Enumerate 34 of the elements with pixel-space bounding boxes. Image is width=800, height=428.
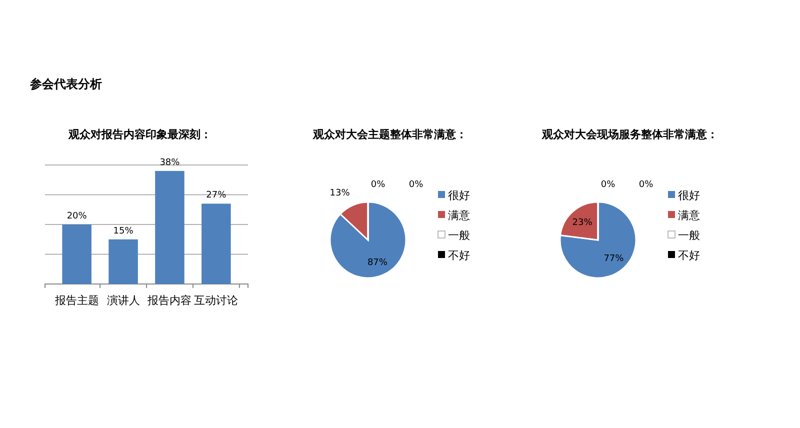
pie-slice: [559, 201, 637, 279]
bar: [62, 224, 92, 284]
bar: [202, 204, 231, 284]
text: 0%: [408, 180, 424, 190]
legend-label: 满意: [678, 209, 700, 222]
data-label: 15%: [113, 226, 134, 236]
x-tick-label: 报告内容: [146, 294, 192, 308]
text: 0%: [370, 180, 386, 190]
legend-label: 不好: [678, 249, 700, 262]
text: 参会代表分析: [29, 77, 102, 91]
text: 0%: [600, 180, 616, 190]
data-label: 13%: [330, 188, 350, 198]
x-tick-label: 互动讨论: [194, 294, 238, 308]
data-label: 77%: [604, 254, 624, 264]
x-tick-label: 报告主题: [54, 294, 99, 308]
bar: [108, 239, 138, 284]
legend-label: 很好: [678, 189, 700, 202]
data-label: 87%: [367, 258, 388, 268]
legend-label: 很好: [448, 189, 470, 202]
legend-label: 一般: [448, 229, 470, 242]
legend-label: 满意: [448, 209, 470, 222]
chart-title: 观众对大会现场服务整体非常满意：: [541, 128, 718, 141]
pie-slice: [329, 201, 407, 279]
data-label: 27%: [206, 190, 227, 201]
data-label: 20%: [66, 212, 88, 222]
data-label: 38%: [160, 158, 180, 168]
text: 0%: [638, 180, 654, 190]
chart-title: 观众对报告内容印象最深刻：: [68, 128, 212, 141]
data-label: 23%: [572, 218, 593, 228]
legend-label: 不好: [448, 249, 470, 262]
chart-title: 观众对大会主题整体非常满意：: [312, 128, 467, 141]
x-tick-label: 演讲人: [106, 294, 140, 308]
legend-label: 一般: [678, 229, 700, 242]
bar: [155, 170, 184, 284]
